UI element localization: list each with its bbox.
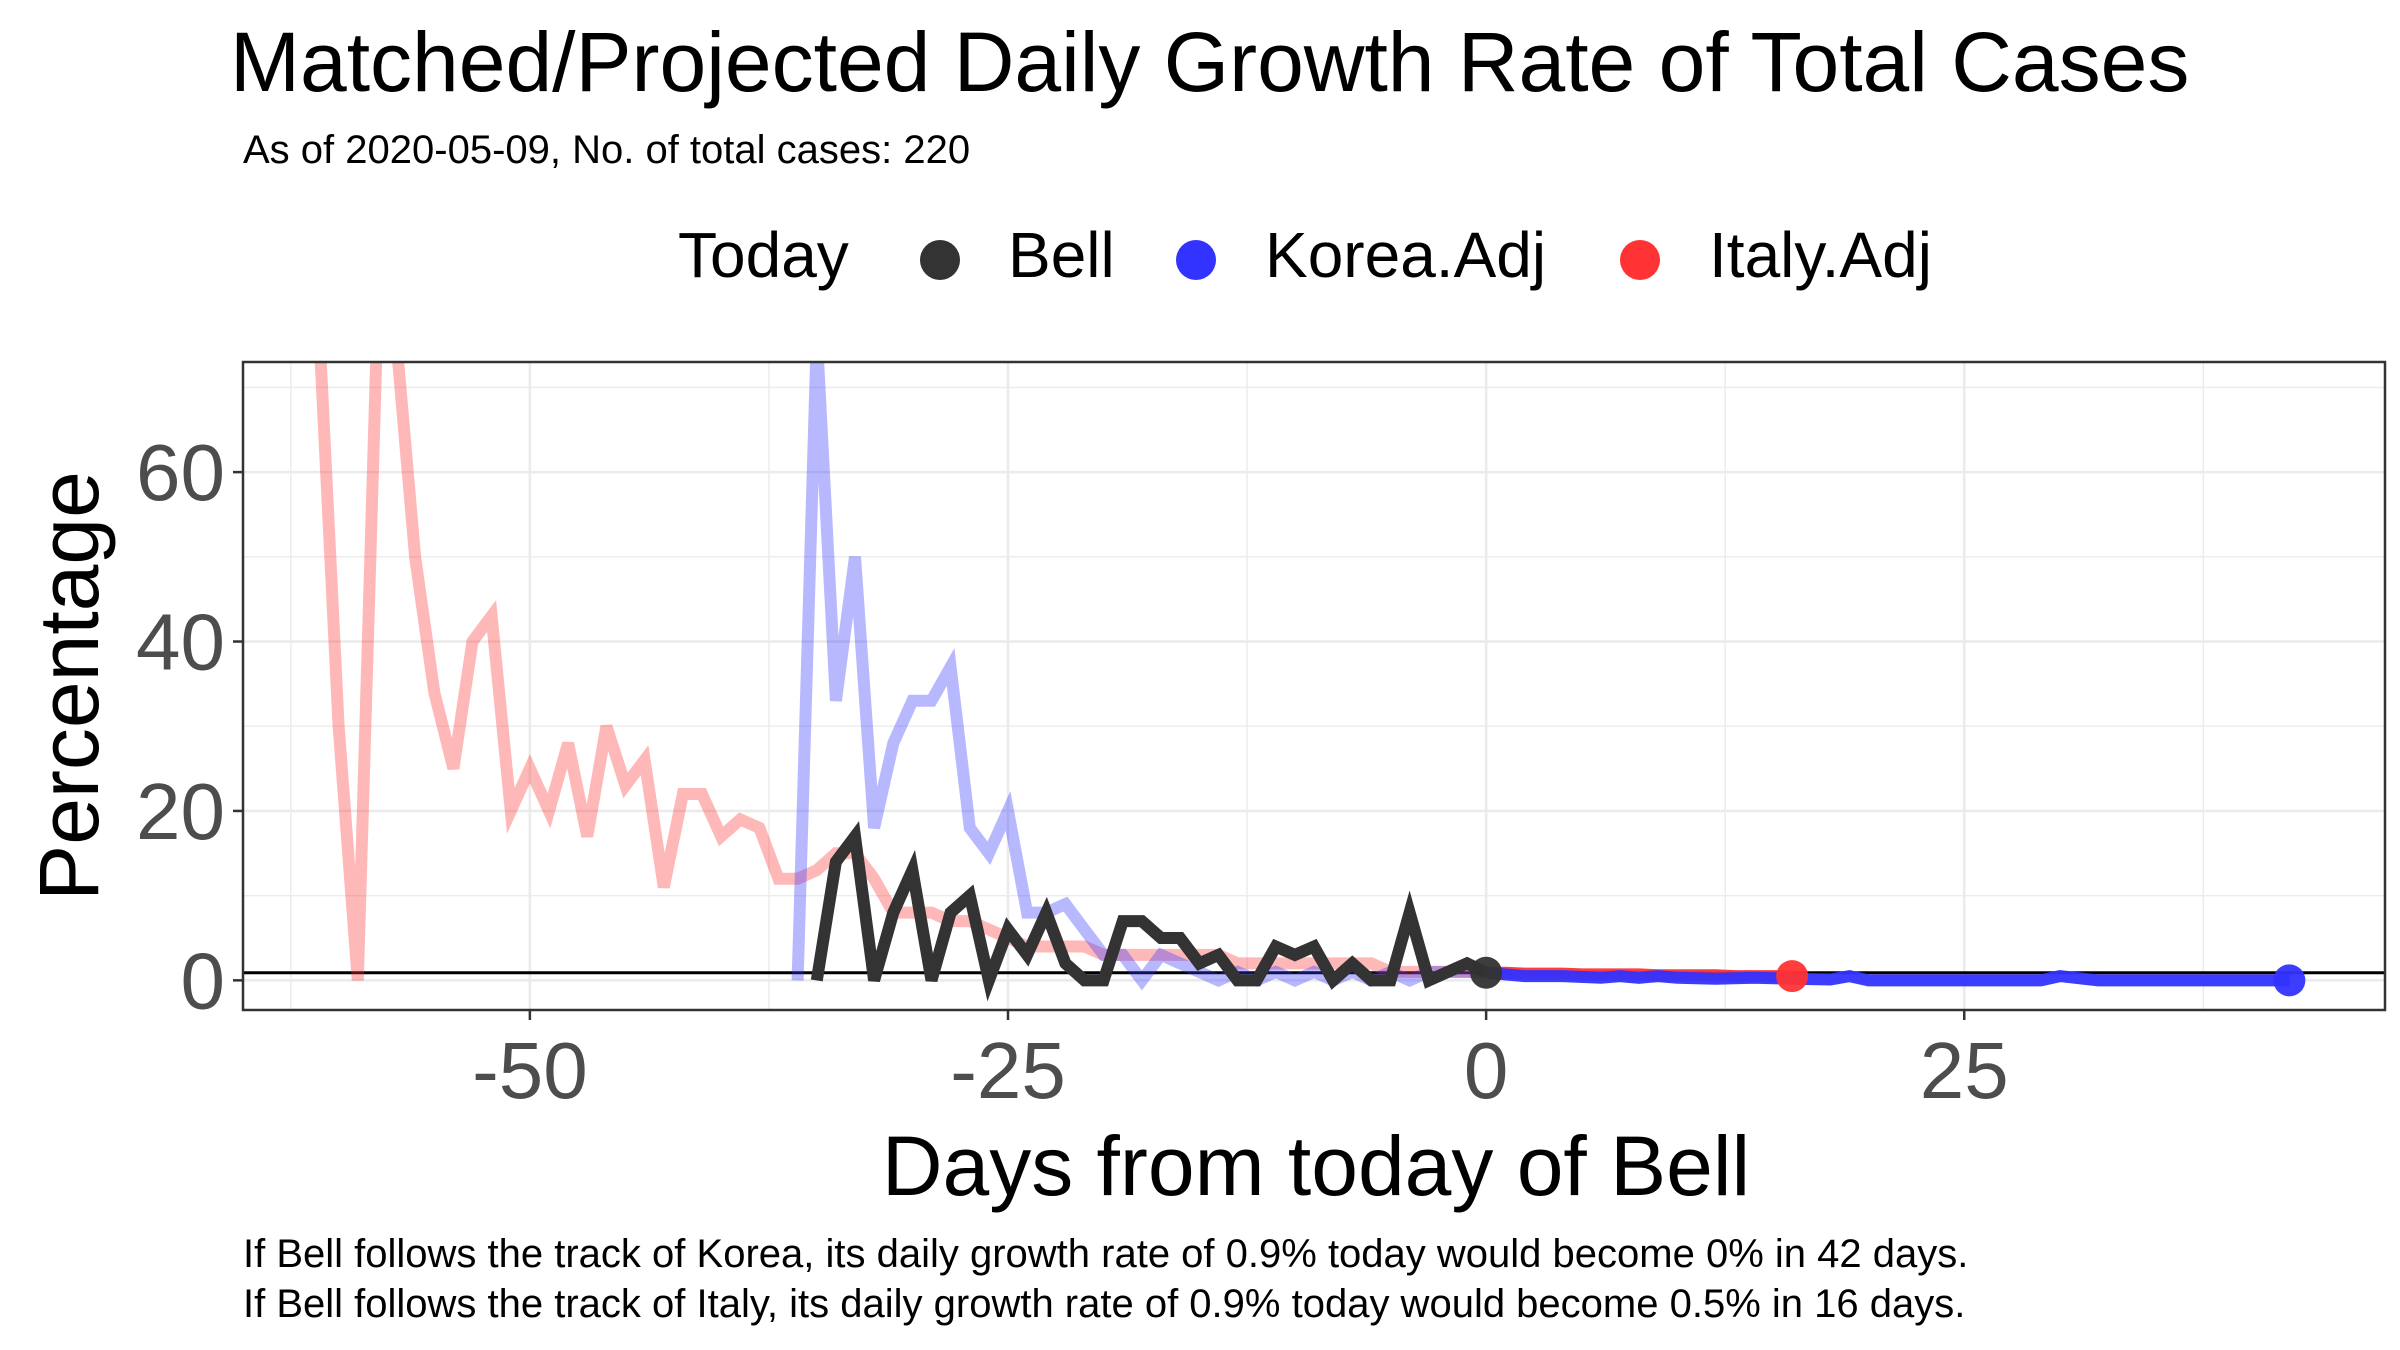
chart-subtitle: As of 2020-05-09, No. of total cases: 22… <box>243 128 971 172</box>
endpoint-bell <box>1470 956 1503 989</box>
legend-key-korea <box>1176 240 1216 280</box>
legend-title: Today <box>678 219 849 291</box>
y-tick-label: 40 <box>136 598 225 687</box>
y-tick-label: 20 <box>136 767 225 856</box>
x-tick-label: 0 <box>1464 1026 1509 1115</box>
x-axis-label: Days from today of Bell <box>882 1119 1750 1213</box>
projected-line-korea-adj <box>1485 966 2290 987</box>
legend-label-bell: Bell <box>1008 219 1115 291</box>
series-line-bell <box>810 821 1489 1002</box>
legend-key-bell <box>920 240 960 280</box>
x-tick-label: 25 <box>1920 1026 2009 1115</box>
endpoint-italy-adj <box>1776 960 1809 993</box>
y-tick-label: 0 <box>181 936 226 1025</box>
chart-title: Matched/Projected Daily Growth Rate of T… <box>230 15 2190 109</box>
x-tick-label: -25 <box>950 1026 1066 1115</box>
legend-label-italy: Italy.Adj <box>1709 219 1932 291</box>
legend-key-italy <box>1620 240 1660 280</box>
y-tick-label: 60 <box>136 428 225 517</box>
x-tick-label: -50 <box>472 1026 588 1115</box>
panel-border <box>241 360 2387 1012</box>
series-line-italy-adj <box>314 362 1487 981</box>
legend-label-korea: Korea.Adj <box>1265 219 1547 291</box>
endpoint-korea-adj <box>2273 964 2306 997</box>
legend: Today Bell Korea.Adj Italy.Adj <box>0 218 2400 298</box>
footnote-italy: If Bell follows the track of Italy, its … <box>243 1282 1966 1326</box>
y-axis-label: Percentage <box>22 471 116 901</box>
footnote-korea: If Bell follows the track of Korea, its … <box>243 1232 1969 1276</box>
